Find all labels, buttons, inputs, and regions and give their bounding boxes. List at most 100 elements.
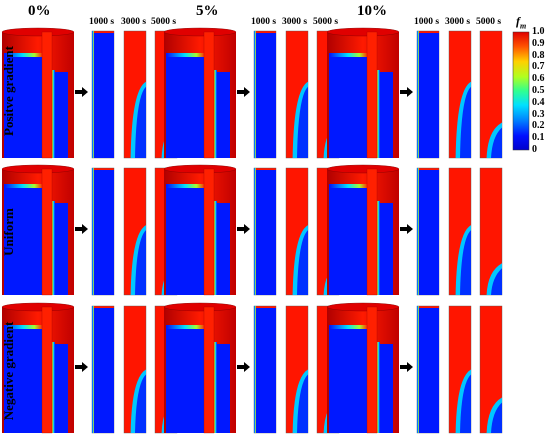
colorbar-tick-label: 0.7 bbox=[532, 61, 545, 73]
melt-edge bbox=[52, 70, 55, 158]
melt-core bbox=[460, 86, 471, 158]
colorbar-tick-label: 0.2 bbox=[532, 120, 545, 132]
melt-region-inner bbox=[216, 203, 230, 295]
melt-fill bbox=[94, 33, 114, 158]
colorbar-tick-label: 0.8 bbox=[532, 49, 545, 61]
melt-front bbox=[166, 53, 204, 57]
melt-core bbox=[460, 230, 471, 295]
melt-region-outer bbox=[329, 328, 367, 433]
melt-core bbox=[297, 86, 308, 158]
melt-front bbox=[254, 306, 256, 433]
time-label-3000-c: 3000 s bbox=[445, 17, 471, 27]
melt-region-inner bbox=[216, 344, 230, 433]
melt-front bbox=[92, 168, 94, 295]
melt-region-outer bbox=[4, 56, 42, 158]
melt-core bbox=[135, 230, 146, 295]
melt-fill bbox=[256, 33, 276, 158]
melt-core bbox=[135, 374, 146, 433]
melt-front bbox=[417, 31, 419, 158]
cylinder-wall bbox=[203, 31, 215, 159]
arrow-icon bbox=[237, 224, 250, 234]
time-label-1000-b: 1000 s bbox=[251, 17, 277, 27]
melt-front bbox=[417, 306, 419, 433]
melt-edge bbox=[377, 70, 380, 158]
arrow-icon bbox=[75, 87, 88, 97]
melt-region-outer bbox=[166, 328, 204, 433]
melt-core bbox=[491, 268, 502, 295]
melt-region-inner bbox=[54, 344, 68, 433]
melt-edge bbox=[214, 70, 217, 158]
melt-region-outer bbox=[4, 328, 42, 433]
colorbar-tick-label: 0 bbox=[532, 144, 537, 155]
melt-fill bbox=[419, 170, 439, 295]
time-label-3000-b: 3000 s bbox=[282, 17, 308, 27]
arrow-icon bbox=[400, 362, 413, 372]
cylinder-top bbox=[1, 164, 75, 174]
cylinder-wall bbox=[366, 306, 378, 434]
melt-fill bbox=[94, 308, 114, 433]
melt-region-outer bbox=[166, 187, 204, 295]
melt-core bbox=[460, 374, 471, 433]
melt-region-outer bbox=[166, 56, 204, 158]
melt-core bbox=[491, 402, 502, 433]
column-label-10: 10% bbox=[357, 3, 387, 19]
cylinder-wall bbox=[366, 31, 378, 159]
colorbar-tick-label: 0.4 bbox=[532, 96, 545, 108]
melt-front bbox=[92, 31, 94, 158]
melt-edge bbox=[52, 201, 55, 295]
arrow-icon bbox=[75, 224, 88, 234]
melt-fill bbox=[419, 33, 439, 158]
colorbar bbox=[512, 31, 530, 151]
melt-core bbox=[297, 230, 308, 295]
melt-front bbox=[329, 325, 367, 329]
arrow-icon bbox=[400, 87, 413, 97]
melt-front bbox=[417, 168, 419, 295]
row-label-uniform: Uniform bbox=[1, 208, 16, 256]
melt-front bbox=[92, 306, 94, 433]
arrow-icon bbox=[400, 224, 413, 234]
cylinder-wall bbox=[203, 306, 215, 434]
arrow-icon bbox=[237, 362, 250, 372]
time-label-5000-a: 5000 s bbox=[151, 17, 177, 27]
melt-fill bbox=[94, 170, 114, 295]
melt-region-outer bbox=[329, 187, 367, 295]
cylinder-top bbox=[326, 302, 400, 312]
melt-front bbox=[166, 325, 204, 329]
melt-region-inner bbox=[54, 203, 68, 295]
melt-core bbox=[135, 86, 146, 158]
colorbar-tick-label: 0.1 bbox=[532, 132, 545, 144]
colorbar-tick-label: 0.6 bbox=[532, 73, 545, 85]
melt-front bbox=[254, 31, 256, 158]
melt-front bbox=[329, 184, 367, 188]
cylinder-top bbox=[163, 302, 237, 312]
melt-edge bbox=[214, 201, 217, 295]
arrow-icon bbox=[75, 362, 88, 372]
melt-region-inner bbox=[379, 344, 393, 433]
melt-fill bbox=[256, 308, 276, 433]
time-label-1000-c: 1000 s bbox=[414, 17, 440, 27]
melt-front bbox=[4, 325, 42, 329]
row-label-negative: Negative gradient bbox=[1, 321, 16, 421]
melt-region-inner bbox=[379, 72, 393, 158]
melt-front bbox=[4, 184, 42, 188]
colorbar-tick-label: 0.5 bbox=[532, 85, 545, 96]
melt-region-inner bbox=[379, 203, 393, 295]
time-label-5000-c: 5000 s bbox=[476, 17, 502, 27]
cylinder-wall bbox=[41, 168, 53, 296]
melt-edge bbox=[377, 201, 380, 295]
melt-front bbox=[166, 184, 204, 188]
cylinder-top bbox=[1, 302, 75, 312]
melt-front bbox=[4, 53, 42, 57]
time-label-1000-a: 1000 s bbox=[89, 17, 115, 27]
melt-edge bbox=[377, 342, 380, 433]
melt-region-inner bbox=[54, 72, 68, 158]
row-label-positive: Positve gradient bbox=[1, 46, 16, 136]
melt-region-inner bbox=[216, 72, 230, 158]
colorbar-tick-label: 1.0 bbox=[532, 26, 545, 37]
cylinder-top bbox=[326, 164, 400, 174]
melt-edge bbox=[214, 342, 217, 433]
melt-core bbox=[491, 127, 502, 158]
cylinder-wall bbox=[41, 306, 53, 434]
